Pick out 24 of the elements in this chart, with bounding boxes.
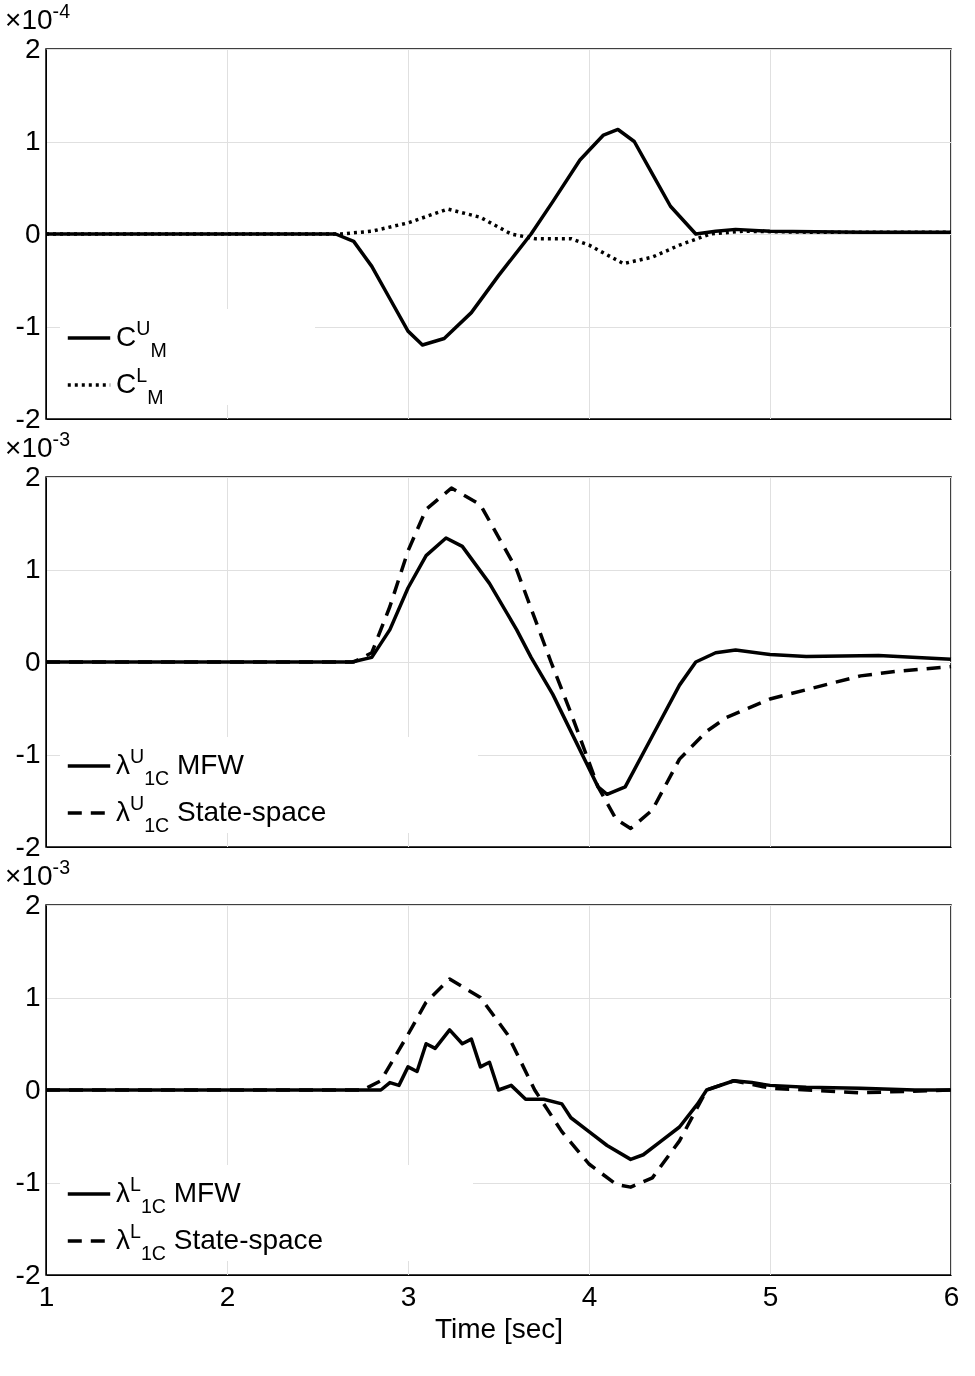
x-tick-label: 5 [762,1280,779,1312]
y-tick-label: 1 [24,125,41,156]
legend-label: λ$^{U}$$_{1C}$ MFW [116,745,245,789]
y-tick-label: 0 [24,217,41,249]
y-tick-label: 0 [24,1073,41,1105]
x-tick-label: 4 [581,1280,598,1312]
text: ×10$^{-4}$ [5,0,71,35]
y-tick-label: 1 [24,981,41,1012]
legend-label: λ$^{L}$$_{1C}$ MFW [116,1173,242,1217]
x-tick-label: 3 [400,1280,417,1312]
y-tick-label: 2 [24,888,41,920]
y-tick-label: -1 [15,1166,41,1197]
y-tick-label: 1 [24,553,41,584]
y-tick-label: -2 [15,1258,41,1290]
y-tick-label: 2 [24,32,41,64]
legend-label: λ$^{L}$$_{1C}$ State-space [116,1220,324,1264]
y-tick-label: 2 [24,460,41,492]
y-tick-label: 0 [24,645,41,677]
legend-label: λ$^{U}$$_{1C}$ State-space [116,792,327,836]
x-tick-label: 2 [219,1280,236,1312]
x-axis-title: Time [sec] [434,1312,564,1344]
y-tick-label: -1 [15,310,41,341]
y-tick-label: -1 [15,738,41,769]
x-tick-label: 6 [943,1280,960,1312]
